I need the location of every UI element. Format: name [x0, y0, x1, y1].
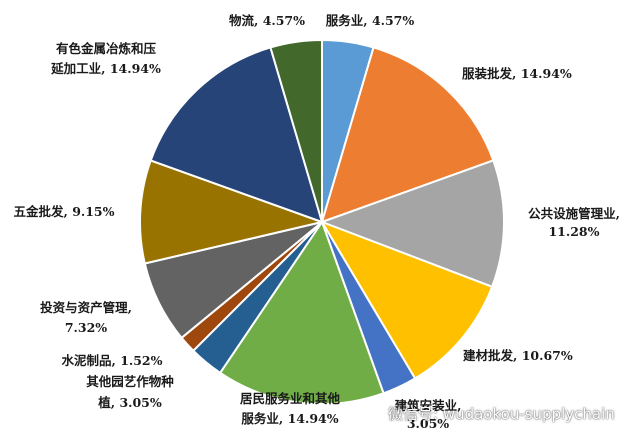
slice-label: 五金批发, 9.15% [13, 204, 114, 219]
slice-label: 服装批发, 14.94% [462, 66, 572, 81]
wechat-icon [360, 403, 384, 422]
pie-slice [218, 219, 385, 405]
slice-label: 公共设施管理业, 11.28% [528, 206, 620, 239]
slice-label: 居民服务业和其他服务业, 14.94% [240, 391, 341, 426]
pie-slice [319, 159, 505, 289]
slice-label: 物流, 4.57% [229, 13, 305, 28]
watermark: 微信号: wudaokou-supplychain [360, 402, 615, 424]
slice-label: 建筑安装业, 3.05% [395, 398, 462, 431]
pie-slice [138, 159, 326, 265]
slice-label: 建材批发, 10.67% [463, 348, 573, 363]
pie-labels: 物流, 4.57% 服务业, 4.57% 服装批发, 14.94% 公共设施管理业, 1… [13, 13, 619, 431]
pie-slices [138, 38, 505, 405]
pie-slice [149, 46, 324, 224]
watermark-text: 微信号: wudaokou-supplychain [388, 404, 615, 423]
pie-slice [269, 38, 323, 223]
slice-label: 投资与资产管理, 7.32% [40, 300, 132, 335]
slice-label: 其他园艺作物种植, 3.05% [86, 374, 174, 410]
slice-label: 服务业, 4.57% [326, 13, 415, 28]
slice-label: 有色金属冶炼和压延加工业, 14.94% [50, 41, 161, 76]
pie-slice [320, 46, 495, 224]
slice-label: 水泥制品, 1.52% [61, 353, 162, 368]
pie-slice [319, 220, 494, 380]
